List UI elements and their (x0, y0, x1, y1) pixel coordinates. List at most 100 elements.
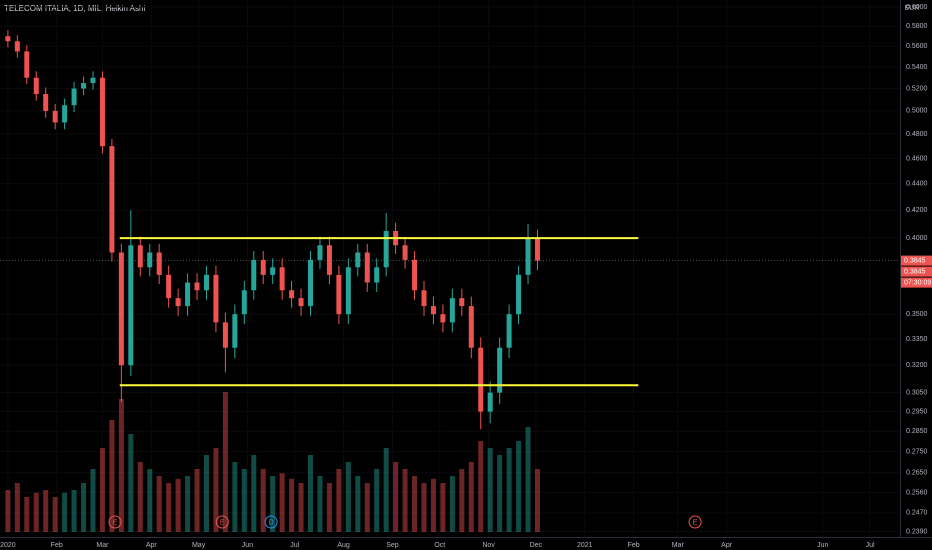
y-tick-label: 0.2650 (906, 470, 928, 477)
event-label: E (693, 519, 698, 526)
candle-body (232, 314, 238, 348)
price-tag-label: 0.3845 (904, 268, 926, 275)
candle-body (5, 36, 11, 42)
volume-bar (487, 448, 493, 532)
volume-bar (298, 483, 304, 532)
volume-bar (308, 455, 314, 532)
volume-bar (421, 483, 427, 532)
volume-bar (345, 462, 351, 532)
candle-body (24, 51, 30, 78)
candle-body (14, 41, 20, 52)
candle-body (449, 298, 455, 323)
event-label: D (269, 519, 274, 526)
event-label: E (220, 519, 225, 526)
candle-body (137, 245, 143, 268)
volume-bar (109, 420, 115, 532)
candle-body (99, 77, 105, 147)
candle-body (421, 290, 427, 307)
volume-bar (270, 476, 276, 532)
candle-body (402, 245, 408, 260)
candle-body (383, 230, 389, 268)
y-tick-label: 0.3050 (906, 389, 928, 396)
volume-bar (260, 469, 266, 532)
volume-bar (128, 434, 134, 532)
volume-bar (147, 469, 153, 532)
volume-bar (90, 469, 96, 532)
x-tick-label: Feb (628, 542, 640, 549)
volume-bar (71, 490, 77, 532)
candle-body (308, 259, 314, 307)
volume-bar (355, 476, 361, 532)
event-marker (688, 515, 702, 529)
volume-bar (241, 469, 247, 532)
x-tick-label: Jun (817, 542, 828, 549)
y-tick-label: 0.3200 (906, 362, 928, 369)
candle-body (222, 322, 228, 348)
candle-body (497, 347, 503, 393)
candle-body (317, 245, 323, 260)
y-tick-label: 0.2560 (906, 489, 928, 496)
candle-body (241, 290, 247, 315)
candle-body (128, 245, 134, 366)
candle-body (412, 259, 418, 291)
volume-bar (525, 427, 531, 532)
volume-bar (194, 469, 200, 532)
volume-bar (289, 478, 295, 532)
candle-body (118, 252, 124, 366)
volume-bar (402, 469, 408, 532)
x-tick-label: Mar (672, 542, 685, 549)
y-tick-label: 0.5800 (906, 23, 928, 30)
candle-body (336, 274, 342, 315)
candle-body (270, 267, 276, 275)
volume-bar (166, 483, 172, 532)
volume-bar (81, 483, 87, 532)
volume-bar (33, 492, 39, 532)
volume-bar (412, 476, 418, 532)
volume-bar (185, 476, 191, 532)
candle-body (71, 88, 77, 106)
candle-body (260, 259, 266, 275)
candle-body (506, 314, 512, 348)
volume-bar (440, 483, 446, 532)
chart-title: TELECOM ITALIA, 1D, MIL, Heikin Ashi (4, 4, 145, 13)
volume-bar (175, 478, 181, 532)
price-tag-label: 0.3845 (904, 257, 926, 264)
candle-body (440, 314, 446, 323)
candle-body (33, 77, 39, 95)
candle-body (298, 298, 304, 307)
volume-bar (52, 497, 58, 532)
y-tick-label: 0.2750 (906, 448, 928, 455)
volume-bar (14, 483, 20, 532)
x-tick-label: May (192, 542, 206, 549)
candle-body (194, 282, 200, 291)
event-marker (215, 515, 229, 529)
candle-body (364, 252, 370, 283)
volume-bar (137, 462, 143, 532)
volume-bar (43, 490, 49, 532)
y-tick-label: 0.5000 (906, 108, 928, 115)
volume-bar (62, 492, 68, 532)
candle-body (109, 146, 115, 253)
candle-body (213, 274, 219, 323)
candle-body (525, 238, 531, 275)
candle-body (43, 94, 49, 111)
price-tag (901, 255, 932, 266)
y-tick-label: 0.5600 (906, 43, 928, 50)
volume-bar (516, 441, 522, 532)
candle-body (355, 252, 361, 268)
y-tick-label: 0.3500 (906, 311, 928, 318)
y-tick-label: 0.2850 (906, 428, 928, 435)
y-tick-label: 0.4400 (906, 181, 928, 188)
volume-bar (213, 448, 219, 532)
candle-body (185, 282, 191, 307)
candle-body (487, 392, 493, 412)
volume-bar (534, 469, 540, 532)
y-tick-label: 0.5400 (906, 64, 928, 71)
x-tick-label: Apr (721, 542, 733, 549)
y-tick-label: 0.2950 (906, 408, 928, 415)
volume-bar (336, 469, 342, 532)
volume-bar (430, 478, 436, 532)
volume-bar (118, 399, 124, 532)
